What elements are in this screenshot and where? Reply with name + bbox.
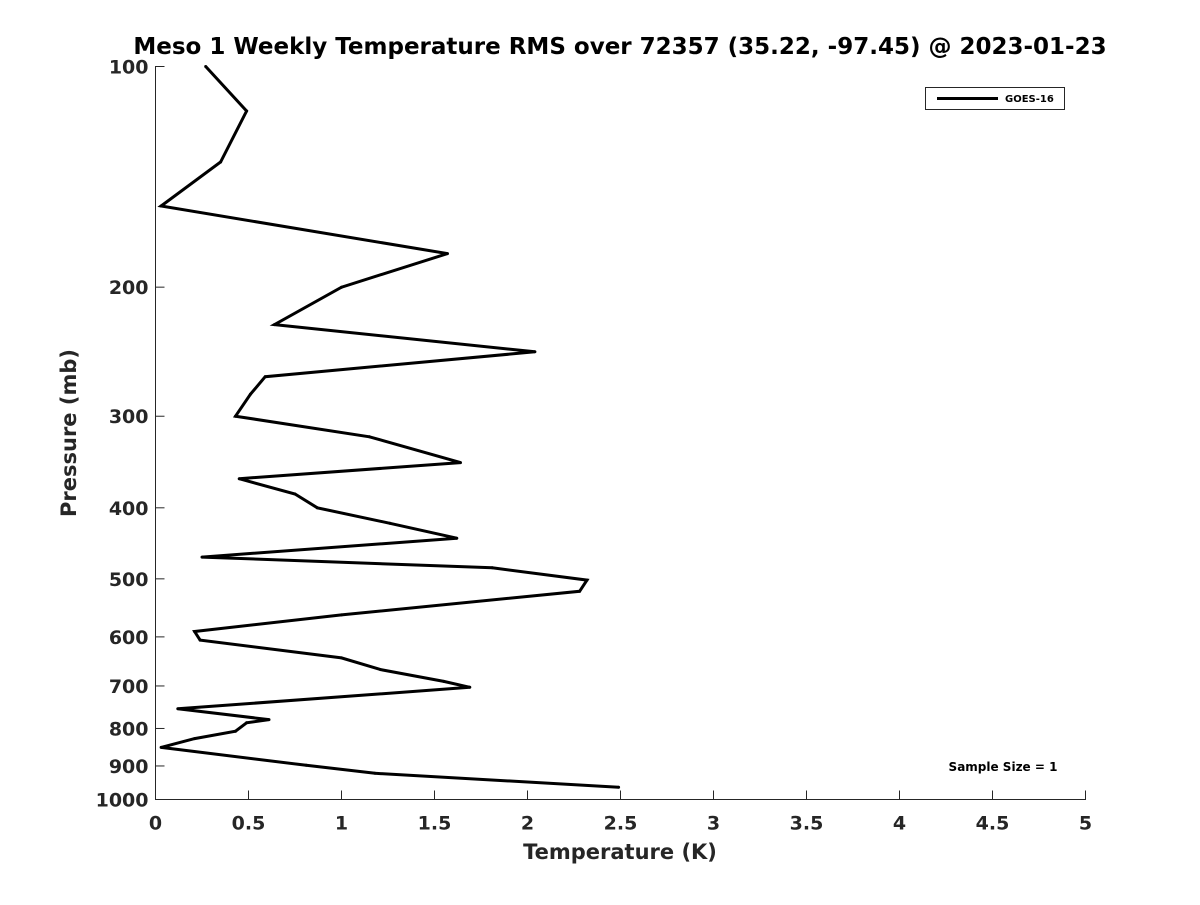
y-tick-label: 900 (109, 756, 149, 778)
x-axis-label: Temperature (K) (523, 840, 717, 864)
data-point (304, 763, 308, 767)
data-point (293, 492, 297, 496)
data-point (340, 613, 343, 617)
legend: GOES-16 (925, 87, 1065, 110)
y-tick-label: 1000 (96, 790, 149, 812)
data-point (267, 718, 271, 722)
data-point (245, 109, 249, 113)
data-point (248, 392, 252, 396)
data-point (219, 160, 223, 164)
y-tick-label: 200 (109, 277, 149, 299)
data-point (442, 679, 446, 683)
sample-size-annotation: Sample Size = 1 (949, 760, 1058, 774)
data-point (446, 252, 449, 256)
x-tick-label: 4 (893, 813, 906, 835)
y-tick-label: 100 (109, 57, 149, 79)
y-axis-ticks: 100 200 300 400 500 600 700 800 900 1000 (96, 57, 165, 812)
data-point (379, 668, 383, 672)
data-point (204, 65, 208, 68)
data-point (578, 589, 582, 593)
y-tick-label: 600 (109, 627, 149, 649)
data-point (193, 630, 197, 633)
y-tick-label: 300 (109, 406, 149, 428)
data-point (273, 323, 276, 327)
data-point (585, 578, 589, 582)
data-point (373, 771, 377, 775)
data-point (237, 477, 241, 481)
x-tick-label: 2 (521, 813, 534, 835)
data-point (315, 506, 319, 510)
x-tick-label: 4.5 (976, 813, 1010, 835)
chart-title: Meso 1 Weekly Temperature RMS over 72357… (133, 34, 1106, 60)
x-tick-label: 5 (1079, 813, 1092, 835)
data-point (340, 656, 343, 660)
data-point (193, 737, 197, 741)
x-tick-label: 0 (149, 813, 162, 835)
x-axis-ticks: 0 0.5 1 1.5 2 2.5 3 3.5 4 4.5 5 (149, 790, 1092, 835)
series-line-goes-16 (157, 65, 619, 789)
y-tick-label: 500 (109, 569, 149, 591)
data-point (340, 285, 343, 289)
axes (155, 66, 1086, 800)
x-tick-label: 0.5 (232, 813, 266, 835)
data-point (234, 414, 237, 418)
data-point (490, 566, 494, 570)
data-point (533, 350, 537, 354)
data-point (200, 555, 204, 559)
data-point (263, 375, 267, 379)
data-point (159, 204, 163, 208)
legend-label-goes-16: GOES-16 (1005, 94, 1054, 105)
data-point (468, 685, 472, 689)
x-tick-label: 3.5 (790, 813, 824, 835)
data-point (176, 707, 180, 711)
data-point (388, 521, 392, 525)
x-tick-label: 3 (707, 813, 720, 835)
data-point (455, 536, 459, 540)
data-point (245, 721, 249, 725)
data-point (159, 745, 163, 749)
series-layer (157, 65, 621, 789)
data-point (617, 785, 621, 789)
data-point (198, 638, 202, 642)
data-point (234, 729, 237, 733)
y-tick-label: 700 (109, 676, 149, 698)
y-tick-label: 400 (109, 498, 149, 520)
x-tick-label: 2.5 (604, 813, 638, 835)
data-point (367, 435, 371, 439)
x-tick-label: 1 (335, 813, 348, 835)
x-tick-label: 1.5 (418, 813, 452, 835)
data-point (459, 461, 462, 465)
plot-area (156, 67, 1086, 800)
y-axis-label: Pressure (mb) (57, 349, 81, 517)
y-tick-label: 800 (109, 718, 149, 740)
